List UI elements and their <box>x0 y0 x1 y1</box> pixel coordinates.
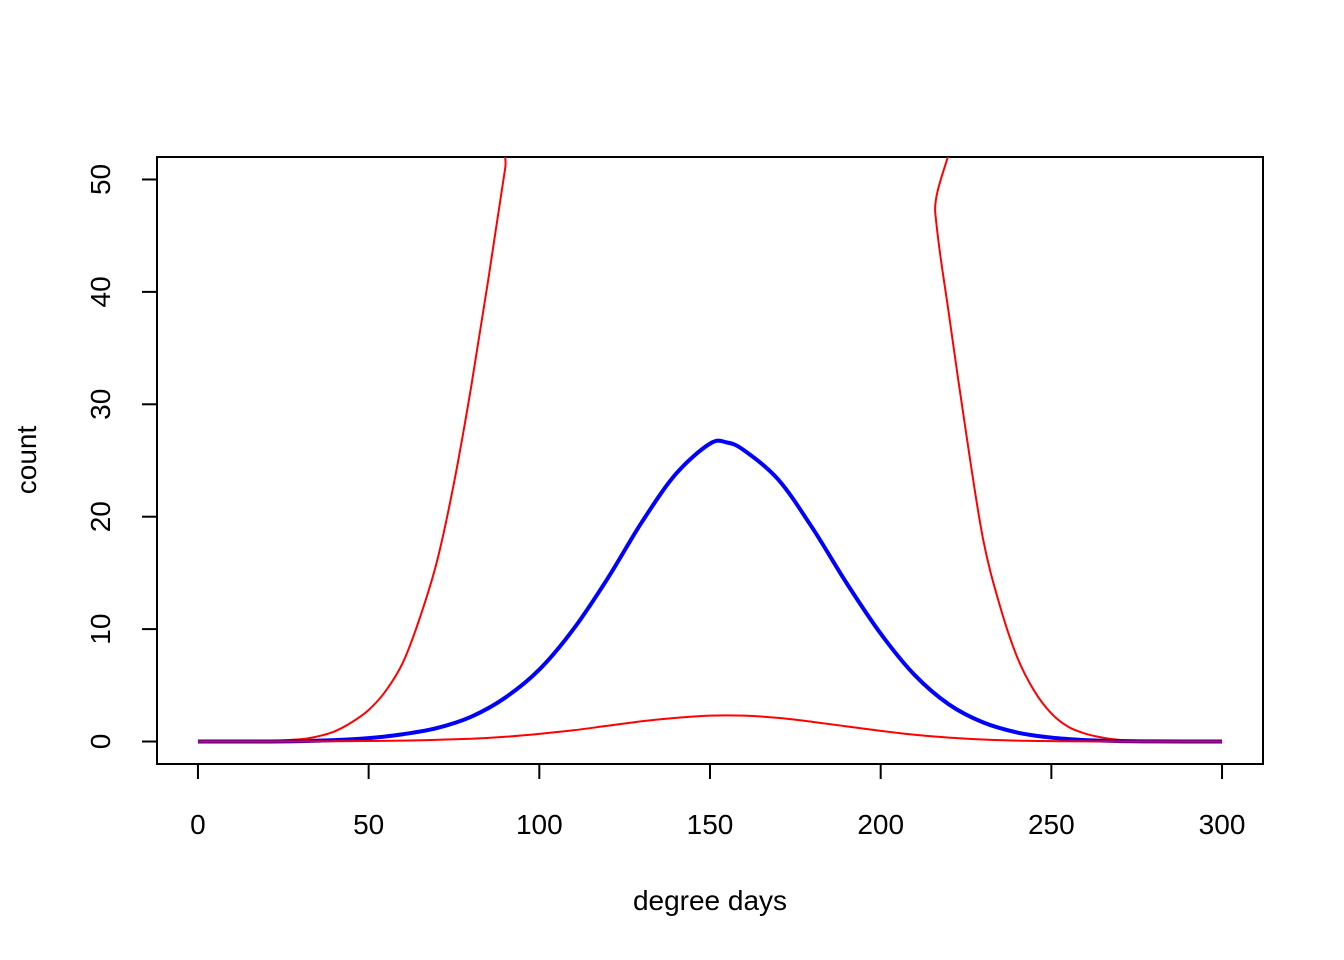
y-tick-label: 0 <box>85 734 116 750</box>
plot-frame <box>156 156 1264 765</box>
x-tick-label: 250 <box>1028 809 1075 840</box>
x-tick-label: 300 <box>1199 809 1246 840</box>
y-tick-label: 20 <box>85 501 116 532</box>
y-tick-label: 30 <box>85 389 116 420</box>
x-tick-label: 50 <box>353 809 384 840</box>
y-tick-label: 50 <box>85 164 116 195</box>
series-line-upper-bound <box>197 157 1223 743</box>
y-tick-label: 10 <box>85 614 116 645</box>
y-axis-title: count <box>11 426 42 495</box>
x-axis-title: degree days <box>633 885 787 916</box>
series-line-lower-bound <box>197 714 1223 743</box>
x-tick-label: 150 <box>687 809 734 840</box>
x-axis: 0 50 100 150 200 250 300 <box>190 763 1246 840</box>
x-tick-label: 0 <box>190 809 206 840</box>
y-axis: 0 10 20 30 40 50 <box>85 164 158 750</box>
x-tick-label: 200 <box>857 809 904 840</box>
y-tick-label: 40 <box>85 276 116 307</box>
x-tick-label: 100 <box>516 809 563 840</box>
series-line-fit <box>197 438 1223 744</box>
series-layer <box>197 157 1223 744</box>
